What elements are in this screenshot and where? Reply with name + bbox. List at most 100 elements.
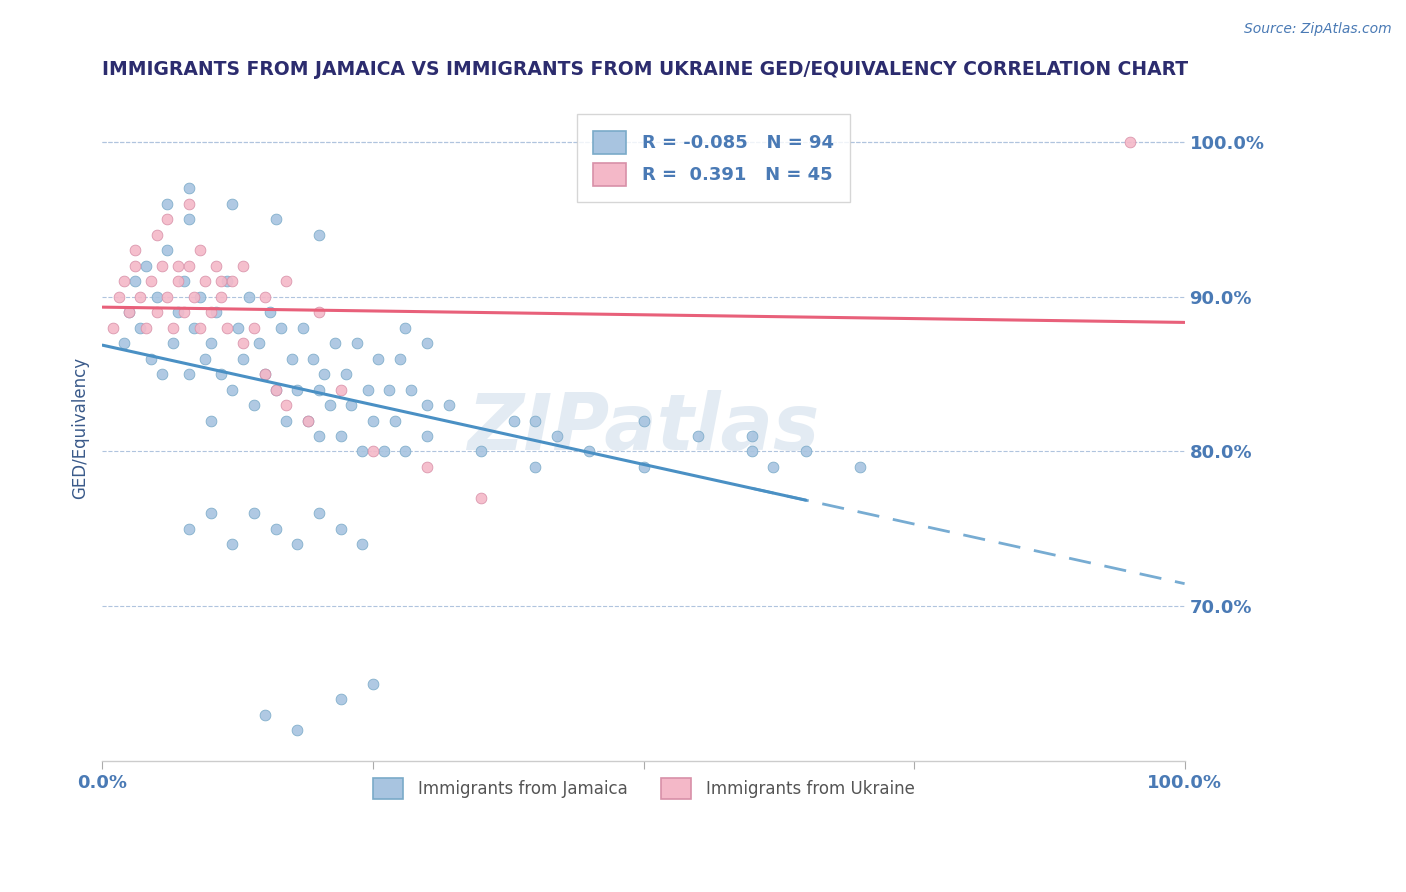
Point	[253, 290, 276, 304]
Point	[329, 692, 352, 706]
Point	[194, 274, 217, 288]
Point	[135, 259, 157, 273]
Point	[221, 383, 243, 397]
Point	[156, 196, 179, 211]
Point	[232, 336, 254, 351]
Point	[238, 290, 260, 304]
Point	[378, 383, 401, 397]
Point	[211, 290, 233, 304]
Point	[367, 351, 389, 366]
Point	[118, 305, 141, 319]
Point	[361, 413, 384, 427]
Point	[177, 367, 200, 381]
Point	[470, 491, 492, 505]
Point	[156, 212, 179, 227]
Point	[416, 336, 439, 351]
Point	[352, 444, 374, 458]
Point	[188, 320, 211, 334]
Point	[200, 336, 222, 351]
Point	[314, 367, 336, 381]
Point	[156, 290, 179, 304]
Point	[308, 383, 330, 397]
Point	[177, 181, 200, 195]
Point	[211, 274, 233, 288]
Point	[177, 259, 200, 273]
Point	[139, 274, 162, 288]
Point	[291, 320, 314, 334]
Point	[156, 244, 179, 258]
Point	[373, 444, 395, 458]
Point	[183, 290, 205, 304]
Point	[264, 383, 287, 397]
Point	[247, 336, 270, 351]
Point	[329, 522, 352, 536]
Point	[524, 413, 547, 427]
Point	[470, 444, 492, 458]
Point	[129, 290, 152, 304]
Point	[524, 459, 547, 474]
Point	[232, 259, 254, 273]
Point	[276, 274, 298, 288]
Point	[205, 305, 228, 319]
Point	[200, 507, 222, 521]
Point	[253, 367, 276, 381]
Point	[145, 305, 167, 319]
Point	[502, 413, 524, 427]
Point	[741, 429, 763, 443]
Point	[135, 320, 157, 334]
Point	[200, 305, 222, 319]
Legend: Immigrants from Jamaica, Immigrants from Ukraine: Immigrants from Jamaica, Immigrants from…	[359, 764, 928, 813]
Point	[416, 429, 439, 443]
Point	[188, 290, 211, 304]
Point	[173, 274, 195, 288]
Point	[205, 259, 228, 273]
Point	[285, 537, 308, 551]
Point	[335, 367, 357, 381]
Point	[183, 320, 205, 334]
Point	[361, 676, 384, 690]
Point	[308, 227, 330, 242]
Point	[150, 259, 173, 273]
Point	[285, 383, 308, 397]
Point	[177, 522, 200, 536]
Point	[633, 413, 655, 427]
Point	[276, 413, 298, 427]
Point	[308, 507, 330, 521]
Point	[243, 507, 266, 521]
Text: Source: ZipAtlas.com: Source: ZipAtlas.com	[1244, 22, 1392, 37]
Point	[167, 259, 190, 273]
Point	[243, 320, 266, 334]
Point	[384, 413, 406, 427]
Point	[211, 367, 233, 381]
Point	[399, 383, 422, 397]
Point	[394, 444, 416, 458]
Point	[794, 444, 817, 458]
Point	[112, 336, 135, 351]
Point	[318, 398, 340, 412]
Point	[1119, 135, 1142, 149]
Point	[285, 723, 308, 738]
Point	[276, 398, 298, 412]
Point	[200, 413, 222, 427]
Point	[145, 227, 167, 242]
Point	[221, 537, 243, 551]
Text: ZIPatlas: ZIPatlas	[467, 391, 820, 467]
Point	[546, 429, 568, 443]
Point	[177, 196, 200, 211]
Point	[124, 259, 146, 273]
Point	[107, 290, 129, 304]
Point	[340, 398, 363, 412]
Point	[264, 383, 287, 397]
Point	[162, 336, 184, 351]
Point	[762, 459, 785, 474]
Point	[323, 336, 346, 351]
Point	[124, 244, 146, 258]
Point	[139, 351, 162, 366]
Point	[215, 320, 238, 334]
Point	[221, 274, 243, 288]
Point	[264, 522, 287, 536]
Point	[346, 336, 368, 351]
Point	[162, 320, 184, 334]
Point	[112, 274, 135, 288]
Point	[416, 459, 439, 474]
